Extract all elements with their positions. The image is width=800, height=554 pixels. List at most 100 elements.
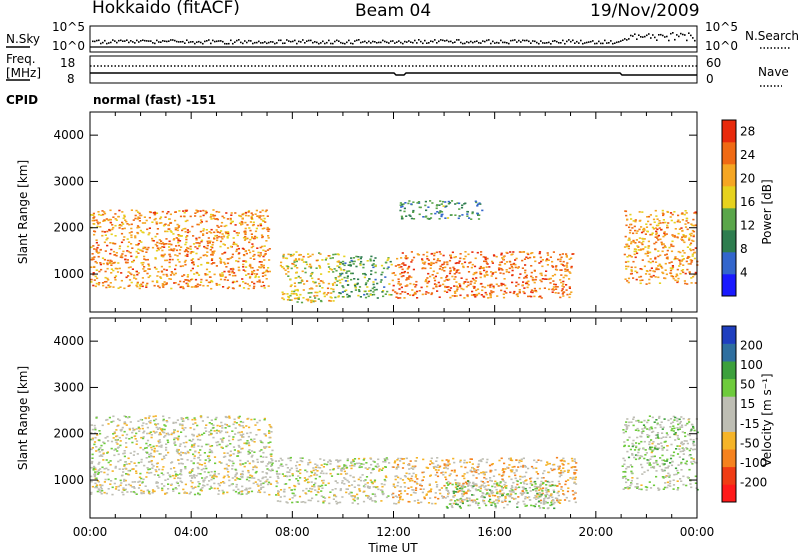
echo-cell xyxy=(239,420,242,423)
echo-cell xyxy=(336,265,339,267)
noise-sample xyxy=(214,40,216,43)
echo-cell xyxy=(654,236,657,238)
echo-cell xyxy=(322,496,325,498)
echo-cell xyxy=(549,256,552,258)
echo-cell xyxy=(544,480,547,482)
echo-cell xyxy=(505,269,508,271)
echo-cell xyxy=(474,502,478,505)
echo-cell xyxy=(257,254,260,257)
echo-cell xyxy=(98,461,101,464)
noise-sample xyxy=(248,39,250,42)
echo-cell xyxy=(95,416,98,418)
echo-cell xyxy=(257,251,260,254)
echo-cell xyxy=(552,251,555,253)
echo-cell xyxy=(480,267,483,269)
echo-cell xyxy=(279,457,282,460)
echo-cell xyxy=(403,210,406,213)
echo-cell xyxy=(525,479,528,481)
echo-cell xyxy=(266,228,269,231)
echo-cell xyxy=(561,490,565,492)
echo-cell xyxy=(473,287,476,289)
echo-cell xyxy=(232,446,236,448)
echo-cell xyxy=(135,472,138,474)
echo-cell xyxy=(199,473,202,475)
echo-cell xyxy=(669,216,672,218)
echo-cell xyxy=(509,261,512,263)
echo-cell xyxy=(678,221,681,223)
echo-cell xyxy=(138,430,141,432)
echo-cell xyxy=(453,278,456,280)
echo-cell xyxy=(153,266,157,269)
echo-cell xyxy=(176,451,179,454)
echo-cell xyxy=(387,495,390,497)
echo-cell xyxy=(468,217,471,219)
echo-cell xyxy=(511,459,514,462)
echo-cell xyxy=(262,255,265,258)
echo-cell xyxy=(250,273,253,276)
echo-cell xyxy=(314,489,317,491)
echo-cell xyxy=(539,256,542,259)
echo-cell xyxy=(466,211,469,213)
echo-cell xyxy=(161,428,164,430)
echo-cell xyxy=(653,270,656,273)
echo-cell xyxy=(113,431,116,433)
echo-cell xyxy=(299,457,302,459)
echo-cell xyxy=(310,265,313,268)
echo-cell xyxy=(126,238,129,240)
echo-cell xyxy=(471,277,475,280)
echo-cell xyxy=(319,253,322,255)
echo-cell xyxy=(683,280,686,282)
noise-sample xyxy=(112,39,114,41)
echo-cell xyxy=(169,213,172,216)
echo-cell xyxy=(671,240,674,243)
echo-cell xyxy=(190,460,193,462)
echo-cell xyxy=(693,257,696,260)
echo-cell xyxy=(500,289,503,292)
echo-cell xyxy=(500,252,503,255)
echo-cell xyxy=(322,500,325,503)
echo-cell xyxy=(289,299,292,301)
echo-cell xyxy=(433,277,436,279)
echo-cell xyxy=(182,417,185,420)
noise-sample xyxy=(362,41,364,43)
echo-cell xyxy=(148,268,151,270)
echo-cell xyxy=(535,496,538,498)
echo-cell xyxy=(269,425,272,428)
echo-cell xyxy=(630,269,633,271)
echo-cell xyxy=(343,470,346,473)
echo-cell xyxy=(402,271,406,274)
echo-cell xyxy=(628,237,631,240)
echo-cell xyxy=(386,458,389,461)
noise-sample xyxy=(358,39,360,41)
echo-cell xyxy=(259,246,262,249)
echo-cell xyxy=(671,266,675,268)
echo-cell xyxy=(173,238,176,240)
echo-cell xyxy=(163,436,166,438)
echo-cell xyxy=(641,211,644,213)
echo-cell xyxy=(208,488,211,490)
echo-cell xyxy=(291,497,294,499)
echo-cell xyxy=(414,476,417,478)
echo-cell xyxy=(408,472,411,475)
echo-cell xyxy=(200,416,203,419)
frequency-strip: Freq. [MHz] Nave 18 8 60 0 xyxy=(6,52,789,87)
echo-cell xyxy=(290,299,293,301)
echo-cell xyxy=(317,488,320,490)
echo-cell xyxy=(296,288,299,291)
noise-sample xyxy=(584,42,586,44)
echo-cell xyxy=(282,255,285,257)
echo-cell xyxy=(628,226,631,229)
echo-cell xyxy=(189,480,193,482)
echo-cell xyxy=(664,246,667,248)
echo-cell xyxy=(213,231,216,234)
echo-cell xyxy=(288,475,291,477)
echo-cell xyxy=(167,224,170,227)
echo-cell xyxy=(170,248,173,251)
echo-cell xyxy=(399,495,402,498)
echo-cell xyxy=(558,465,561,468)
echo-cell xyxy=(456,286,459,289)
echo-cell xyxy=(234,274,237,277)
echo-cell xyxy=(395,296,398,298)
echo-cell xyxy=(518,291,521,293)
echo-cell xyxy=(200,489,203,492)
